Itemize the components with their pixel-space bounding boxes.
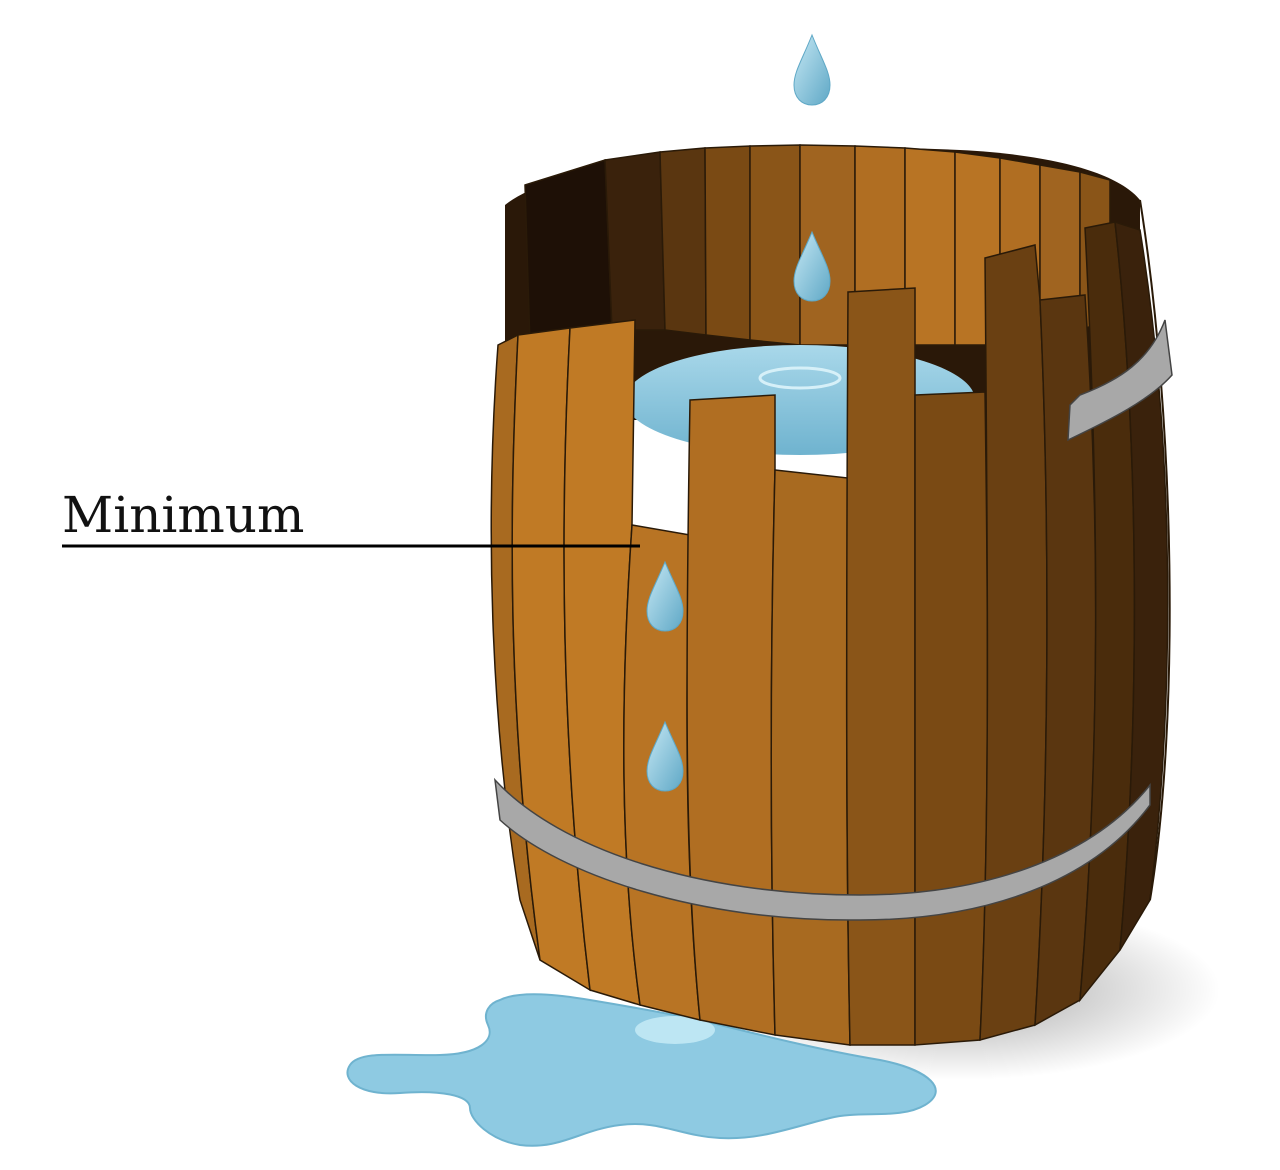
water-puddle [346,993,937,1147]
water-drop-middle [793,230,831,302]
stave-9 [979,244,1048,1041]
water-drop-leak-1 [646,560,684,632]
water-ripple [758,366,842,390]
front-staves [490,220,1169,1046]
top-hoop [1067,319,1173,442]
water-drop-top [793,33,831,106]
barrel-right-edge [1139,199,1171,901]
stave-8 [914,391,989,1046]
stave-12 [1114,220,1169,951]
water-drop-leak-2 [646,720,684,792]
minimum-label: Minimum [62,486,304,544]
bottom-hoop [493,777,1151,921]
stave-7 [845,287,916,1046]
stave-6 [770,469,851,1046]
stave-5 [686,394,776,1036]
puddle-splash [635,1016,715,1044]
